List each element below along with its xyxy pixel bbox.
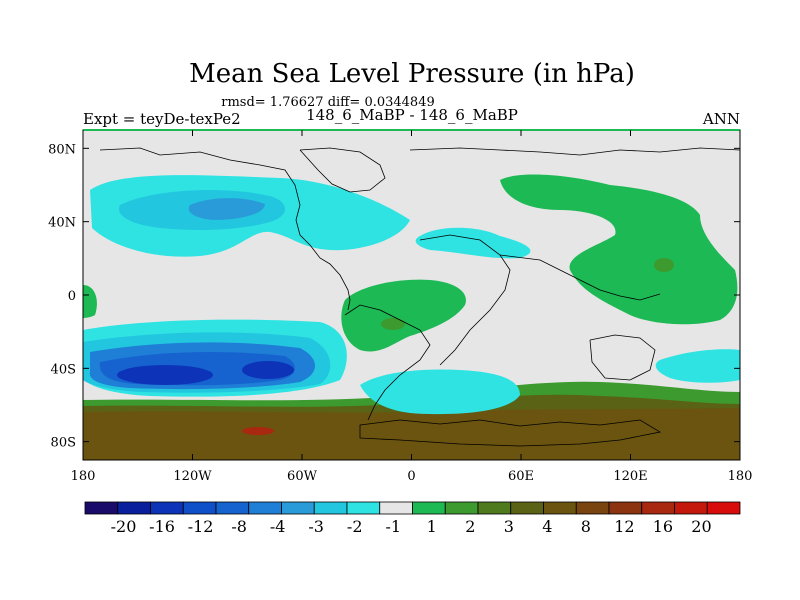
anomaly-region-west-edge-high	[83, 285, 97, 318]
colorbar-level-label: -20	[111, 517, 137, 536]
anomaly-region-asian-high	[500, 174, 738, 325]
colorbar-swatch	[182, 501, 217, 515]
anomaly-region-south-pacific-core-west	[117, 365, 213, 385]
colorbar-level-label: -12	[188, 517, 214, 536]
x-tick-label: 120E	[613, 469, 647, 484]
subtitle-left: Expt = teyDe-texPe2	[83, 110, 241, 128]
coastline-north-america	[99, 147, 351, 311]
y-tick-label: 80S	[51, 436, 76, 451]
x-axis: 180 120W 60W 0 60E 120E 180	[71, 130, 753, 484]
anomaly-region-south-atlantic-low	[360, 369, 520, 415]
colorbar-level-label: -16	[149, 517, 175, 536]
x-tick-label: 0	[407, 469, 415, 484]
colorbar-swatch	[215, 501, 250, 515]
coastline-south-america	[344, 304, 431, 421]
x-tick-label: 60E	[508, 469, 534, 484]
anomaly-region-east-south-pacific	[655, 349, 740, 383]
coastline-greenland	[299, 147, 386, 193]
colorbar-swatch	[641, 501, 675, 515]
colorbar-swatch	[575, 501, 610, 515]
anomaly-region-south-pacific-core-east	[242, 361, 294, 379]
colorbar-level-label: -1	[385, 517, 401, 536]
coastline-australia	[589, 334, 656, 381]
x-tick-label: 60W	[287, 469, 318, 484]
y-tick-label: 0	[68, 289, 76, 304]
colorbar-swatch	[412, 501, 446, 515]
colorbar-swatch	[477, 501, 512, 515]
anomaly-region-north-atlantic-low	[415, 227, 531, 259]
anomaly-region-equatorial-atlantic-core	[381, 318, 405, 330]
subtitle-center: 148_6_MaBP - 148_6_MaBP	[306, 106, 518, 124]
anomaly-region-equatorial-atlantic-high	[341, 279, 466, 352]
y-tick-label: 80N	[48, 142, 76, 157]
colorbar-swatch	[346, 501, 381, 515]
colorbar-swatch	[281, 501, 315, 515]
x-tick-label: 180	[71, 469, 96, 484]
coastline-europe-asia	[409, 147, 740, 156]
y-axis: 80N 40N 0 40S 80S	[48, 142, 740, 451]
colorbar-level-label: -2	[347, 517, 363, 536]
colorbar-swatch	[117, 501, 151, 515]
stats-line: rmsd= 1.76627 diff= 0.0344849	[221, 95, 435, 110]
colorbar-swatch	[608, 501, 643, 515]
colorbar-level-label: 3	[504, 517, 514, 536]
x-tick-label: 180	[728, 469, 753, 484]
colorbar-swatch	[444, 501, 479, 515]
colorbar-level-label: -3	[308, 517, 324, 536]
colorbar-swatch	[543, 501, 577, 515]
colorbar-level-label: 2	[465, 517, 475, 536]
colorbar-labels: -20 -16 -12 -8 -4 -3 -2 -1 1 2 3 4 8 12 16 20	[111, 517, 712, 536]
anomaly-region-north-pacific-core	[188, 198, 265, 220]
colorbar-swatch	[84, 501, 119, 515]
coastline-africa	[419, 234, 511, 366]
colorbar-swatch	[313, 501, 348, 515]
anomaly-region-antarctic-core	[242, 427, 274, 435]
colorbar-level-label: 12	[614, 517, 634, 536]
colorbar-swatch	[379, 501, 413, 515]
coastline-asia-south	[499, 254, 661, 301]
colorbar-level-label: -4	[270, 517, 286, 536]
colorbar-swatch	[510, 501, 544, 515]
colorbar-swatch	[150, 501, 184, 515]
y-tick-label: 40N	[48, 216, 76, 231]
subtitle-right: ANN	[702, 110, 740, 128]
x-tick-label: 120W	[173, 469, 212, 484]
colorbar-swatch	[248, 501, 282, 515]
anomaly-region-asian-high-core	[654, 258, 674, 272]
map-plot-area	[83, 130, 740, 460]
colorbar-level-label: 8	[581, 517, 591, 536]
colorbar-level-label: 16	[653, 517, 673, 536]
colorbar-swatch	[674, 501, 708, 515]
coastlines	[99, 147, 740, 447]
colorbar-level-label: 20	[691, 517, 711, 536]
anomaly-region-antarctic-band-8	[83, 408, 740, 460]
coastline-antarctica	[359, 419, 662, 447]
chart-title: Mean Sea Level Pressure (in hPa)	[189, 59, 635, 89]
colorbar-swatch	[706, 501, 741, 515]
colorbar-level-label: -8	[231, 517, 247, 536]
colorbar	[84, 501, 741, 515]
colorbar-level-label: 1	[427, 517, 437, 536]
colorbar-level-label: 4	[542, 517, 552, 536]
y-tick-label: 40S	[51, 362, 76, 377]
